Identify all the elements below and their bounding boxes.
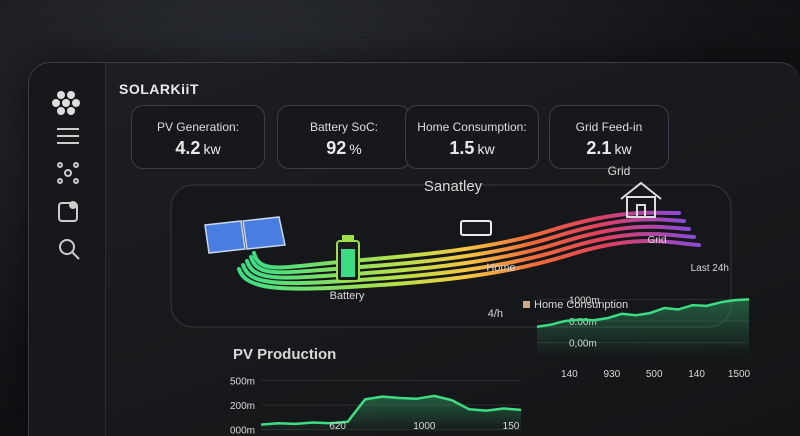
line [260, 394, 522, 426]
dashboard-panel: SOLARKiiT PV Generation: 4.2 kw Battery S… [28, 62, 800, 436]
stat-number: 4.2 [175, 138, 201, 158]
chart-badge: 4/h [488, 308, 503, 320]
stat-number: 1.5 [449, 138, 475, 158]
stat-label: Battery SoC: [309, 120, 379, 134]
network-icon[interactable] [57, 162, 79, 184]
stat-label: Grid Feed-in [575, 120, 643, 134]
x-tick-label: 1000 [413, 421, 436, 432]
stat-unit: kw [614, 141, 632, 157]
stat-card: PV Generation: 4.2 kw [131, 105, 265, 169]
battery-icon [336, 235, 360, 282]
device-icon[interactable] [58, 201, 78, 222]
flow-label: Grid [648, 235, 667, 246]
x-tick-label: 140 [561, 369, 578, 380]
stat-card: Battery SoC: 92% [277, 105, 411, 169]
stat-label: Home Consumption: [417, 120, 527, 134]
brand: SOLARKiiT [119, 81, 199, 97]
stat-value: 2.1 kw [550, 138, 668, 159]
legend-label: Home Consunption [534, 299, 628, 311]
x-tick-label: 930 [603, 369, 620, 380]
x-tick-label: 150 [503, 421, 520, 432]
flow-label: Home [486, 262, 515, 274]
stat-number: 2.1 [586, 138, 612, 158]
stat-value: 1.5 kw [406, 138, 538, 159]
flow-label: Grid [608, 164, 631, 178]
inverter-icon [460, 220, 492, 236]
sidebar-icons [52, 91, 80, 260]
stat-value: 92% [278, 138, 410, 159]
x-tick-label: 1500 [728, 369, 751, 380]
x-tick-label: 140 [688, 369, 705, 380]
menu-icon[interactable] [57, 128, 79, 144]
logo-icon [52, 91, 80, 115]
chart-title: PV Production [233, 346, 336, 363]
line [536, 298, 750, 328]
solar-panels [204, 216, 286, 254]
x-tick-label: 500 [646, 369, 663, 380]
line-area [537, 299, 749, 357]
x-tick-label: 620 [329, 421, 346, 432]
stat-label: PV Generation: [156, 120, 240, 134]
sidebar [29, 63, 106, 436]
y-tick-label: 000m [230, 426, 255, 436]
search-icon[interactable] [59, 239, 80, 260]
y-tick-label: 1000m [569, 295, 600, 306]
stat-unit: % [349, 141, 362, 157]
y-tick-label: 200m [230, 401, 255, 412]
flow-label: Battery [330, 290, 365, 302]
line-area [261, 395, 521, 433]
stat-number: 92 [326, 138, 347, 158]
stat-card: Home Consumption: 1.5 kw [405, 105, 539, 169]
energy-flow-bands [237, 210, 701, 291]
chart-badge: Last 24h [691, 263, 729, 274]
stat-value: 4.2 kw [132, 138, 264, 159]
house-icon [620, 181, 662, 218]
stat-card: Grid Feed-in 2.1 kw [549, 105, 669, 169]
stat-unit: kw [203, 141, 221, 157]
legend-swatch [523, 301, 530, 308]
y-tick-label: 500m [230, 377, 255, 388]
stat-unit: kw [477, 141, 495, 157]
diagram-and-charts: Sanatley Battery Home Grid Grid PV Produ… [170, 164, 751, 436]
flow-title: Sanatley [424, 178, 483, 195]
